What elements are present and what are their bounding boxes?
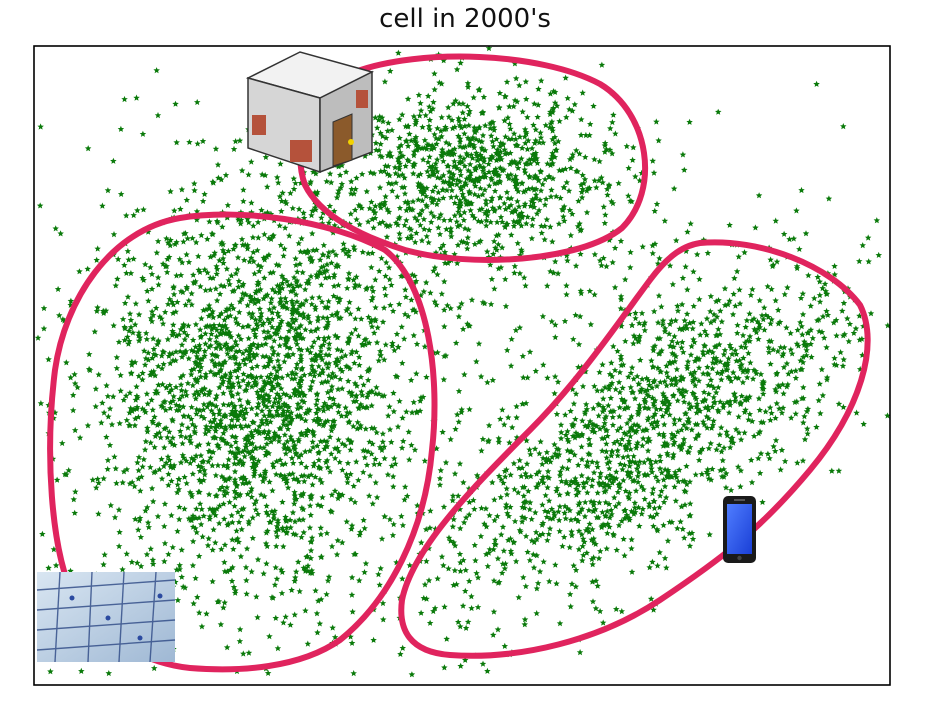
cluster-outline-house (297, 53, 649, 263)
smartphone-icon (723, 496, 756, 563)
cluster-outlines (47, 53, 871, 673)
axes-frame (33, 45, 891, 686)
scatter-points (173, 80, 890, 678)
points-layer (34, 46, 890, 678)
cluster-points-3 (173, 80, 890, 678)
cluster-outline-phone (398, 239, 871, 659)
house-icon (245, 51, 375, 174)
scatter-points (34, 49, 670, 677)
scatter-points-bridge (372, 135, 738, 471)
plant-cell-micrograph-icon (36, 571, 176, 663)
cluster-points-1 (172, 46, 847, 354)
cluster-outline-cell (47, 211, 438, 673)
cluster-points-2 (34, 49, 670, 677)
scatter-points (172, 46, 847, 354)
chart-title: cell in 2000's (379, 4, 551, 34)
